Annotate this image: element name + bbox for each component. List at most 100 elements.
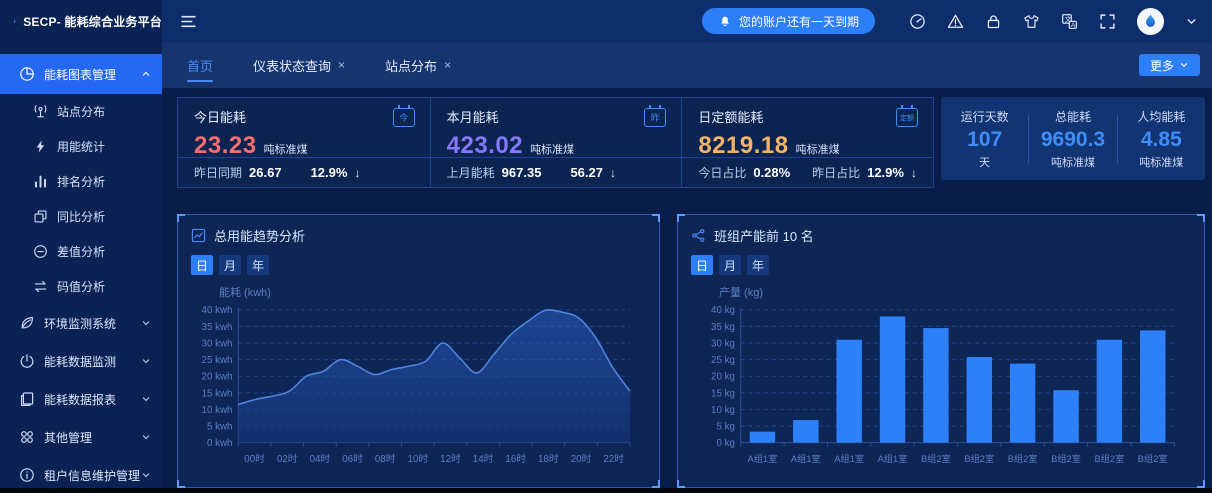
tab-meter-status[interactable]: 仪表状态查询 × xyxy=(253,42,345,88)
stat-card-title: 本月能耗 xyxy=(446,110,499,125)
tab-bar: 首页 仪表状态查询 × 站点分布 × 更多 xyxy=(162,42,1212,88)
divider xyxy=(1028,114,1030,163)
trend-down-arrow: ↓ xyxy=(609,165,616,180)
tab-label: 首页 xyxy=(187,58,214,74)
ranking-period-toggle: 日 月 年 xyxy=(691,255,1191,275)
more-button-label: 更多 xyxy=(1149,58,1174,73)
top-header: SECP- 能耗综合业务平台 您的账户还有一天到期 xyxy=(0,0,1212,42)
toggle-day[interactable]: 日 xyxy=(691,255,714,275)
avatar-flame-icon xyxy=(1146,13,1155,27)
notice-text: 您的账户还有一天到期 xyxy=(738,14,859,29)
summary-per-capita-energy: 人均能耗 4.85 吨标准煤 xyxy=(1118,108,1205,170)
theme-button[interactable] xyxy=(1023,13,1040,30)
antenna-icon xyxy=(33,104,48,119)
sidebar-item-label: 能耗数据监测 xyxy=(44,354,117,369)
svg-text:0 kwh: 0 kwh xyxy=(207,438,232,449)
toggle-year[interactable]: 年 xyxy=(747,255,770,275)
info-icon xyxy=(19,467,35,483)
pie-chart-icon xyxy=(19,66,35,82)
sidebar-item-energy-data-reports[interactable]: 能耗数据报表 xyxy=(0,380,162,418)
tab-close-icon[interactable]: × xyxy=(338,58,346,72)
svg-text:B组2室: B组2室 xyxy=(921,453,951,464)
toggle-year[interactable]: 年 xyxy=(247,255,270,275)
sidebar-item-label: 能耗图表管理 xyxy=(44,67,117,82)
stats-cards: 今日能耗 今 23.23 吨标准煤 昨日同期 26.67 12.9% ↓ 本月能耗 xyxy=(177,97,934,188)
svg-text:B组2室: B组2室 xyxy=(1094,453,1124,464)
lightning-icon xyxy=(33,139,48,154)
sidebar-item-energy-chart-management[interactable]: 能耗图表管理 xyxy=(0,54,162,94)
toggle-month[interactable]: 月 xyxy=(719,255,742,275)
header-icon-group: 文 A xyxy=(909,7,1198,35)
brand[interactable]: SECP- 能耗综合业务平台 xyxy=(0,0,162,42)
lock-icon xyxy=(987,14,1000,28)
fullscreen-button[interactable] xyxy=(1099,13,1116,30)
svg-text:10 kg: 10 kg xyxy=(711,405,735,416)
alert-triangle-icon xyxy=(947,14,964,28)
tab-close-icon[interactable]: × xyxy=(444,58,452,72)
svg-text:15 kwh: 15 kwh xyxy=(202,388,233,399)
trend-area-chart[interactable]: 0 kwh 5 kwh 10 kwh 15 kwh 20 kwh 25 kwh 30 kwh… xyxy=(191,302,646,470)
svg-text:B组2室: B组2室 xyxy=(1138,453,1168,464)
svg-text:30 kg: 30 kg xyxy=(711,338,735,349)
stat-card-daily-quota-energy: 日定额能耗 定额 8219.18 吨标准煤 今日占比 0.28% 昨日占比 12.9… xyxy=(681,98,933,187)
sidebar-item-energy-usage-stats[interactable]: 用能统计 xyxy=(0,129,162,164)
hamburger-icon xyxy=(181,15,196,27)
svg-text:18时: 18时 xyxy=(538,453,559,465)
user-menu-caret[interactable] xyxy=(1185,15,1198,28)
y-axis-label: 产量 (kg) xyxy=(719,287,763,299)
translate-icon: 文 A xyxy=(1062,13,1077,28)
sidebar-item-code-value-analysis[interactable]: 码值分析 xyxy=(0,269,162,304)
svg-text:25 kg: 25 kg xyxy=(711,355,735,366)
more-button[interactable]: 更多 xyxy=(1138,54,1200,76)
grid-icon xyxy=(19,429,35,445)
sidebar-item-site-distribution[interactable]: 站点分布 xyxy=(0,94,162,129)
gauge-button[interactable] xyxy=(909,13,926,30)
language-button[interactable]: 文 A xyxy=(1061,13,1078,30)
tab-label: 站点分布 xyxy=(385,58,438,74)
sidebar-item-energy-data-monitoring[interactable]: 能耗数据监测 xyxy=(0,342,162,380)
tab-home[interactable]: 首页 xyxy=(187,42,214,88)
sidebar-item-ranking-analysis[interactable]: 排名分析 xyxy=(0,164,162,199)
svg-text:40 kg: 40 kg xyxy=(711,305,735,316)
sidebar-item-label: 差值分析 xyxy=(57,245,106,259)
sidebar-item-label: 站点分布 xyxy=(57,105,106,119)
ranking-bar-chart[interactable]: 0 kg 5 kg 10 kg 15 kg 20 kg 25 kg 30 kg 35 kg 40… xyxy=(691,302,1191,470)
sidebar-item-label: 排名分析 xyxy=(57,175,106,189)
chevron-down-icon xyxy=(140,393,152,405)
bell-icon xyxy=(721,16,729,27)
stat-card-title: 日定额能耗 xyxy=(698,110,764,125)
toggle-month[interactable]: 月 xyxy=(219,255,242,275)
summary-running-days: 运行天数 107 天 xyxy=(941,108,1028,170)
summary-panel: 运行天数 107 天 总能耗 9690.3 吨标准煤 人均能耗 4.85 吨标准… xyxy=(941,97,1205,180)
svg-text:25 kwh: 25 kwh xyxy=(202,355,233,366)
sidebar-item-other-management[interactable]: 其他管理 xyxy=(0,418,162,456)
power-icon xyxy=(19,353,35,369)
leaf-icon xyxy=(19,315,35,331)
stat-card-title: 今日能耗 xyxy=(194,110,247,125)
summary-value: 107 xyxy=(967,127,1003,151)
svg-text:35 kg: 35 kg xyxy=(711,322,735,333)
chevron-down-icon xyxy=(140,469,152,481)
sidebar-item-label: 同比分析 xyxy=(57,210,106,224)
sidebar-item-yoy-analysis[interactable]: 同比分析 xyxy=(0,199,162,234)
sidebar-item-environment-monitoring[interactable]: 环境监测系统 xyxy=(0,304,162,342)
alerts-button[interactable] xyxy=(947,13,964,30)
toggle-day[interactable]: 日 xyxy=(191,255,214,275)
sidebar-item-tenant-info-management[interactable]: 租户信息维护管理 xyxy=(0,456,162,493)
chevron-up-icon xyxy=(140,68,152,80)
sidebar-collapse-button[interactable] xyxy=(180,13,197,30)
stat-value: 423.02 xyxy=(446,132,524,159)
sidebar-item-label: 环境监测系统 xyxy=(44,316,117,331)
share-icon xyxy=(691,228,706,243)
stat-card-month-energy: 本月能耗 昨 423.02 吨标准煤 上月能耗 967.35 56.27 ↓ xyxy=(429,98,682,187)
lock-screen-button[interactable] xyxy=(985,13,1002,30)
svg-text:20 kg: 20 kg xyxy=(711,372,735,383)
account-expiry-notice[interactable]: 您的账户还有一天到期 xyxy=(701,8,875,34)
avatar[interactable] xyxy=(1137,7,1164,35)
tab-site-distribution[interactable]: 站点分布 × xyxy=(385,42,451,88)
sidebar-item-difference-analysis[interactable]: 差值分析 xyxy=(0,234,162,269)
trend-chart-panel: 总用能趋势分析 日 月 年 能耗 (kwh) 0 kwh 5 kwh 10 kwh 1… xyxy=(177,214,660,488)
svg-text:10时: 10时 xyxy=(408,453,429,465)
svg-text:04时: 04时 xyxy=(310,453,331,465)
